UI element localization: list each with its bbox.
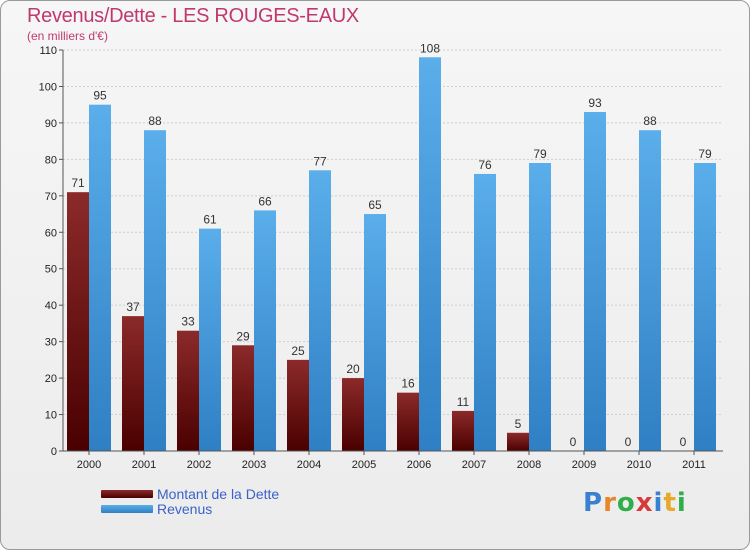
data-label-revenus: 77 (313, 154, 327, 168)
bar-revenus (144, 130, 166, 451)
bar-debt (177, 330, 199, 451)
y-tick-label: 100 (39, 81, 57, 93)
y-tick-label: 60 (45, 227, 57, 239)
data-label-debt: 33 (181, 315, 195, 329)
x-tick-label: 2000 (77, 459, 101, 471)
legend-label-debt: Montant de la Dette (157, 486, 280, 502)
data-label-debt: 71 (71, 176, 85, 190)
x-tick-label: 2003 (242, 459, 266, 471)
bar-revenus (309, 170, 331, 452)
y-tick-label: 40 (45, 300, 57, 312)
x-tick-label: 2006 (407, 459, 431, 471)
data-label-revenus: 88 (148, 114, 162, 128)
legend-swatch-debt (101, 490, 153, 498)
logo-letter: t (663, 488, 677, 518)
x-tick-label: 2008 (517, 459, 541, 471)
bar-debt (67, 192, 89, 451)
logo-letter: i (653, 488, 664, 518)
y-tick-label: 70 (45, 191, 57, 203)
bar-revenus (364, 214, 386, 451)
bar-revenus (529, 163, 551, 451)
data-label-debt: 20 (346, 362, 360, 376)
logo-letter: x (635, 488, 654, 518)
logo-letter: r (603, 488, 617, 518)
bar-debt (232, 345, 254, 451)
data-label-revenus: 88 (643, 114, 657, 128)
data-label-revenus: 93 (588, 96, 602, 110)
data-label-debt: 37 (126, 300, 140, 314)
x-tick-label: 2002 (187, 459, 211, 471)
bar-debt (122, 316, 144, 451)
bar-debt (287, 359, 309, 451)
y-tick-label: 50 (45, 264, 57, 276)
y-tick-label: 10 (45, 410, 57, 422)
y-tick-label: 30 (45, 337, 57, 349)
bar-debt (397, 392, 419, 451)
bar-revenus (89, 104, 111, 451)
proxiti-logo: Proxiti (583, 488, 687, 518)
legend-swatch-revenus (101, 505, 153, 513)
data-label-revenus: 66 (258, 194, 272, 208)
bar-debt (452, 410, 474, 451)
data-label-debt: 0 (570, 435, 577, 449)
data-label-revenus: 79 (698, 147, 712, 161)
bar-revenus (199, 228, 221, 451)
data-label-debt: 0 (625, 435, 632, 449)
data-label-revenus: 61 (203, 213, 217, 227)
bar-debt (342, 378, 364, 451)
data-label-debt: 0 (680, 435, 687, 449)
x-tick-label: 2004 (297, 459, 321, 471)
data-label-debt: 5 (515, 417, 522, 431)
data-label-debt: 16 (401, 377, 415, 391)
bar-revenus (419, 57, 441, 452)
x-tick-label: 2011 (682, 459, 706, 471)
legend-label-revenus: Revenus (157, 501, 213, 517)
logo-letter: P (583, 488, 604, 518)
bar-revenus (584, 111, 606, 452)
data-label-revenus: 108 (420, 41, 440, 55)
x-tick-label: 2007 (462, 459, 486, 471)
data-label-revenus: 76 (478, 158, 492, 172)
x-tick-label: 2010 (627, 459, 651, 471)
y-tick-label: 20 (45, 373, 57, 385)
data-label-debt: 25 (291, 344, 305, 358)
bar-revenus (254, 210, 276, 451)
y-tick-label: 0 (51, 446, 57, 458)
chart-title: Revenus/Dette - LES ROUGES-EAUX (27, 5, 359, 27)
y-tick-label: 110 (39, 45, 57, 57)
y-tick-label: 90 (45, 118, 57, 130)
x-tick-label: 2005 (352, 459, 376, 471)
chart-subtitle: (en milliers d'€) (27, 29, 108, 43)
y-tick-label: 80 (45, 154, 57, 166)
bar-revenus (474, 173, 496, 452)
bar-debt (507, 432, 529, 451)
data-label-revenus: 65 (368, 198, 382, 212)
data-label-revenus: 79 (533, 147, 547, 161)
logo-letter: o (616, 488, 636, 518)
x-tick-label: 2009 (572, 459, 596, 471)
logo-letter: i (676, 488, 687, 518)
bar-revenus (694, 163, 716, 451)
data-label-debt: 11 (457, 395, 470, 409)
data-label-revenus: 95 (93, 89, 107, 103)
bar-revenus (639, 130, 661, 451)
x-tick-label: 2001 (132, 459, 156, 471)
data-label-debt: 29 (236, 329, 250, 343)
